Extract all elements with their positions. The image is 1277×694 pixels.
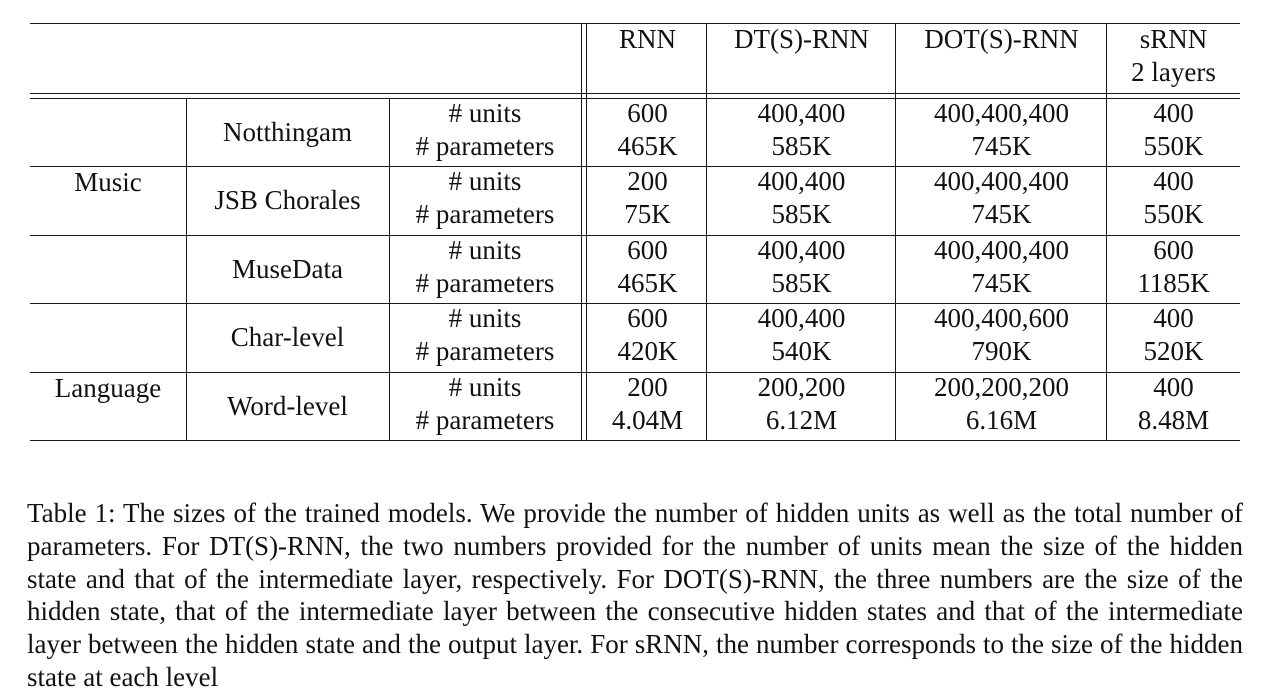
rule-top <box>30 23 1240 24</box>
dataset-label: Char-level <box>230 322 345 352</box>
table-cell-units: 400,400 <box>757 303 846 333</box>
column-header: DT(S)-RNN <box>734 24 869 54</box>
metric-label-units: # units <box>448 166 522 196</box>
table-cell-params: 540K <box>771 336 832 366</box>
table-cell-params: 745K <box>971 131 1032 161</box>
rule-header-2 <box>30 98 1240 99</box>
domain-label: Music <box>74 167 142 197</box>
metric-label-units: # units <box>448 372 522 402</box>
table-cell-units: 200,200,200 <box>934 372 1069 402</box>
table-cell-params: 550K <box>1143 131 1204 161</box>
table-cell-units: 600 <box>627 303 668 333</box>
rule-row <box>30 303 1240 304</box>
column-header: RNN <box>618 24 676 54</box>
table-cell-params: 75K <box>624 199 671 229</box>
table-cell-params: 6.16M <box>965 405 1038 435</box>
table-cell-params: 465K <box>617 131 678 161</box>
rule-bottom <box>30 440 1240 441</box>
rule-domain <box>186 98 187 440</box>
rule-col <box>706 23 707 440</box>
metric-label-params: # parameters <box>415 268 555 298</box>
table-cell-params: 585K <box>771 268 832 298</box>
table-cell-units: 400,400,400 <box>934 98 1069 128</box>
table-cell-params: 1185K <box>1137 268 1210 298</box>
column-header: sRNN <box>1139 24 1208 54</box>
table-cell-units: 400 <box>1153 166 1194 196</box>
table-cell-units: 400,400,400 <box>934 166 1069 196</box>
table-cell-units: 600 <box>1153 235 1194 265</box>
table-cell-params: 585K <box>771 131 832 161</box>
table-cell-params: 585K <box>771 199 832 229</box>
table-cell-units: 400,400,400 <box>934 235 1069 265</box>
metric-label-units: # units <box>448 303 522 333</box>
table-caption: Table 1: The sizes of the trained models… <box>27 498 1243 692</box>
rule-dataset <box>389 98 390 440</box>
table-cell-params: 790K <box>971 336 1032 366</box>
table-cell-units: 400,400 <box>757 98 846 128</box>
dataset-label: JSB Chorales <box>214 185 361 215</box>
table-cell-units: 200 <box>627 372 668 402</box>
metric-label-units: # units <box>448 235 522 265</box>
rule-double-left <box>581 23 582 440</box>
domain-label: Language <box>54 373 162 403</box>
metric-label-params: # parameters <box>415 336 555 366</box>
table-cell-units: 600 <box>627 235 668 265</box>
table-cell-params: 745K <box>971 199 1032 229</box>
rule-row <box>30 166 1240 167</box>
table-cell-params: 465K <box>617 268 678 298</box>
table-cell-params: 6.12M <box>765 405 838 435</box>
metric-label-units: # units <box>448 98 522 128</box>
table-cell-units: 400 <box>1153 372 1194 402</box>
metric-label-params: # parameters <box>415 405 555 435</box>
rule-col <box>1106 23 1107 440</box>
table-cell-units: 400 <box>1153 98 1194 128</box>
table-cell-units: 400,400 <box>757 235 846 265</box>
table-cell-params: 4.04M <box>611 405 684 435</box>
dataset-label: Word-level <box>227 391 348 421</box>
table-cell-units: 200 <box>627 166 668 196</box>
table-cell-params: 550K <box>1143 199 1204 229</box>
rule-col <box>895 23 896 440</box>
rule-row <box>30 235 1240 236</box>
column-header: DOT(S)-RNN <box>924 24 1079 54</box>
table-cell-units: 400,400 <box>757 166 846 196</box>
metric-label-params: # parameters <box>415 199 555 229</box>
dataset-label: MuseData <box>232 254 343 284</box>
rule-header-1 <box>30 93 1240 94</box>
table-cell-units: 400,400,600 <box>934 303 1069 333</box>
dataset-label: Notthingam <box>223 117 352 147</box>
table-cell-params: 8.48M <box>1137 405 1210 435</box>
table-cell-params: 745K <box>971 268 1032 298</box>
column-header-sub: 2 layers <box>1131 57 1216 87</box>
table-cell-params: 520K <box>1143 336 1204 366</box>
table-cell-units: 400 <box>1153 303 1194 333</box>
rule-double-right <box>586 23 587 440</box>
table-cell-units: 600 <box>627 98 668 128</box>
table-cell-params: 420K <box>617 336 678 366</box>
table-cell-units: 200,200 <box>757 372 846 402</box>
metric-label-params: # parameters <box>415 131 555 161</box>
rule-row <box>30 372 1240 373</box>
